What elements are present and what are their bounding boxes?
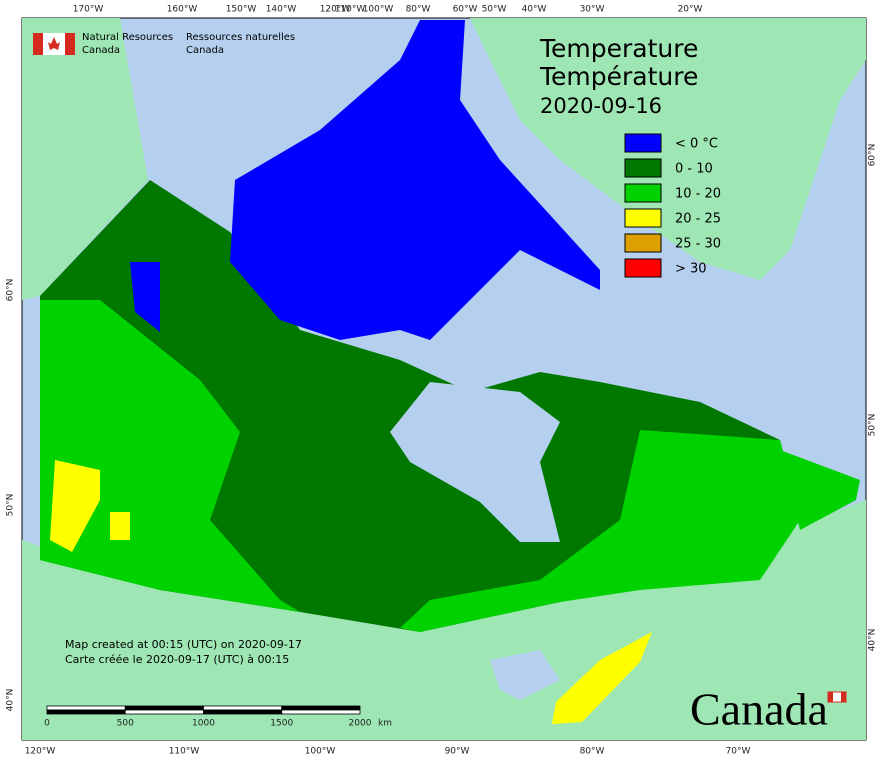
- agency: Natural Resources: [82, 32, 173, 43]
- great-lakes: [490, 650, 560, 700]
- graticule-label: 120°W: [25, 747, 56, 757]
- legend-swatch: [624, 133, 662, 153]
- graticule-label: 70°W: [726, 747, 751, 757]
- graticule-label: 100°W: [305, 747, 336, 757]
- title: Temperature: [539, 34, 698, 63]
- scale-segment: [203, 705, 283, 711]
- map-land: [22, 18, 866, 740]
- scale-label: 1500: [270, 719, 293, 729]
- logo: Natural Resources Canada Ressources natu…: [33, 32, 295, 56]
- title: Température: [539, 62, 698, 91]
- wordmark-flag-bar: [828, 692, 833, 702]
- graticule-label: 40°N: [868, 629, 878, 652]
- graticule-label: 50°W: [482, 5, 507, 15]
- graticule-label: 120°W: [320, 5, 351, 15]
- graticule-label: 170°W: [73, 5, 104, 15]
- graticule-label: 100°W: [363, 5, 394, 15]
- usa: [22, 500, 866, 740]
- bc-hot: [50, 460, 100, 552]
- graticule-label: 80°W: [406, 5, 431, 15]
- west-warm: [40, 300, 300, 612]
- graticule-label: 110°W: [169, 747, 200, 757]
- flag-leaf: [48, 37, 60, 50]
- graticule-label: 50°N: [868, 414, 878, 437]
- legend-swatch: [624, 158, 662, 178]
- legend-swatch: [624, 233, 662, 253]
- graticule-label: 90°W: [445, 747, 470, 757]
- scale-segment: [281, 705, 361, 711]
- legend-label: < 0 °C: [675, 137, 718, 152]
- scale-segment: [203, 709, 283, 715]
- footer: Map created at 00:15 (UTC) on 2020-09-17: [65, 638, 302, 651]
- agency: Canada: [186, 45, 224, 56]
- agency: Canada: [82, 45, 120, 56]
- scale-segment: [46, 705, 126, 711]
- graticule-label: 160°W: [167, 5, 198, 15]
- legend-label: > 30: [675, 262, 707, 277]
- scale-label: 500: [117, 719, 134, 729]
- graticule-label: 20°W: [678, 5, 703, 15]
- hudson-bay: [390, 382, 560, 542]
- wordmark-flag-bar: [841, 692, 846, 702]
- graticule-label: 140°W: [266, 5, 297, 15]
- mountain-cold: [130, 262, 160, 332]
- scale-label: 0: [44, 719, 50, 729]
- graticule-label: 80°W: [580, 747, 605, 757]
- scale-segment: [281, 709, 361, 715]
- scale-segment: [46, 709, 126, 715]
- legend-label: 10 - 20: [675, 187, 721, 202]
- graticule-label: 50°N: [6, 494, 16, 517]
- agency: Ressources naturelles: [186, 32, 295, 43]
- east-warm: [400, 430, 800, 632]
- footer: Carte créée le 2020-09-17 (UTC) à 00:15: [65, 653, 289, 666]
- flag-bar: [33, 33, 43, 55]
- flag-bar: [65, 33, 75, 55]
- legend-swatch: [624, 183, 662, 203]
- wordmark: Canada: [690, 684, 828, 735]
- legend-label: 20 - 25: [675, 212, 721, 227]
- legend-swatch: [624, 208, 662, 228]
- legend-label: 25 - 30: [675, 237, 721, 252]
- alaska: [22, 18, 148, 300]
- scale-segment: [124, 709, 204, 715]
- graticule-label: 110°W: [335, 5, 366, 15]
- greenland: [470, 18, 866, 280]
- legend-swatch: [624, 258, 662, 278]
- graticule-label: 40°N: [6, 689, 16, 712]
- graticule-label: 60°W: [453, 5, 478, 15]
- graticule-label: 60°N: [6, 279, 16, 302]
- legend-label: 0 - 10: [675, 162, 713, 177]
- arctic-cold: [230, 20, 600, 340]
- scale-segment: [124, 705, 204, 711]
- graticule-label: 40°W: [522, 5, 547, 15]
- date: 2020-09-16: [540, 94, 662, 118]
- scale-label: 1000: [192, 719, 215, 729]
- scale-label: 2000: [349, 719, 372, 729]
- graticule-label: 30°W: [580, 5, 605, 15]
- atlantic-warm: [780, 450, 860, 530]
- graticule-label: 150°W: [226, 5, 257, 15]
- ontario-hot: [552, 632, 652, 724]
- bc-hot-2: [110, 512, 130, 540]
- graticule-label: 60°N: [868, 144, 878, 167]
- scale-unit: km: [378, 719, 392, 729]
